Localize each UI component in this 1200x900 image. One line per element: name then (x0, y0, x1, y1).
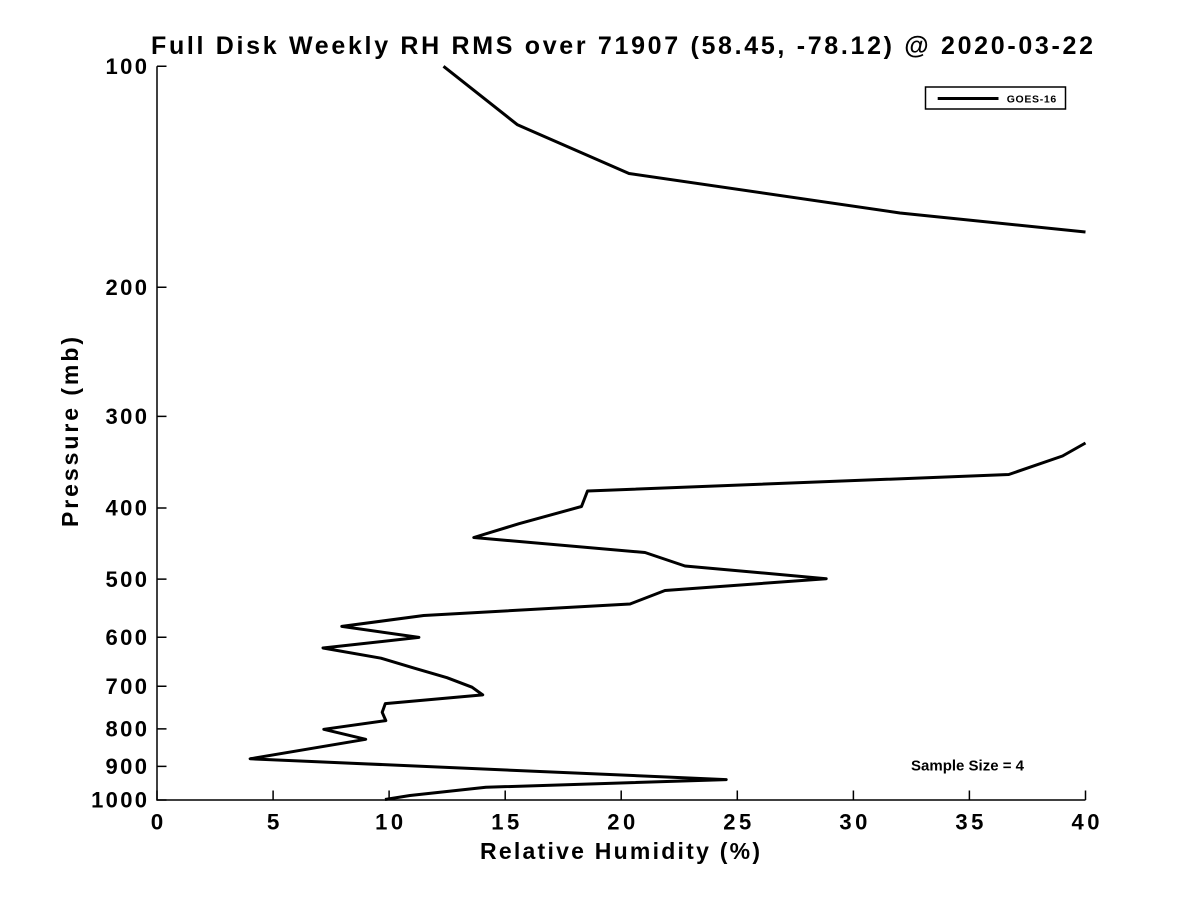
svg-text:GOES-16: GOES-16 (1007, 94, 1057, 106)
svg-text:700: 700 (106, 674, 148, 699)
svg-text:Relative Humidity (%): Relative Humidity (%) (480, 838, 760, 864)
svg-text:0: 0 (151, 809, 164, 834)
svg-text:Pressure (mb): Pressure (mb) (57, 337, 83, 527)
svg-text:900: 900 (106, 754, 148, 779)
svg-text:Sample Size = 4: Sample Size = 4 (911, 758, 1025, 775)
svg-text:500: 500 (106, 567, 148, 592)
svg-text:100: 100 (106, 54, 148, 79)
svg-text:5: 5 (267, 809, 280, 834)
svg-text:600: 600 (106, 625, 148, 650)
svg-text:300: 300 (106, 404, 148, 429)
svg-text:800: 800 (106, 717, 148, 742)
svg-text:200: 200 (106, 275, 148, 300)
svg-text:Full Disk Weekly RH RMS over 7: Full Disk Weekly RH RMS over 71907 (58.4… (151, 32, 1093, 60)
svg-text:400: 400 (106, 496, 148, 521)
